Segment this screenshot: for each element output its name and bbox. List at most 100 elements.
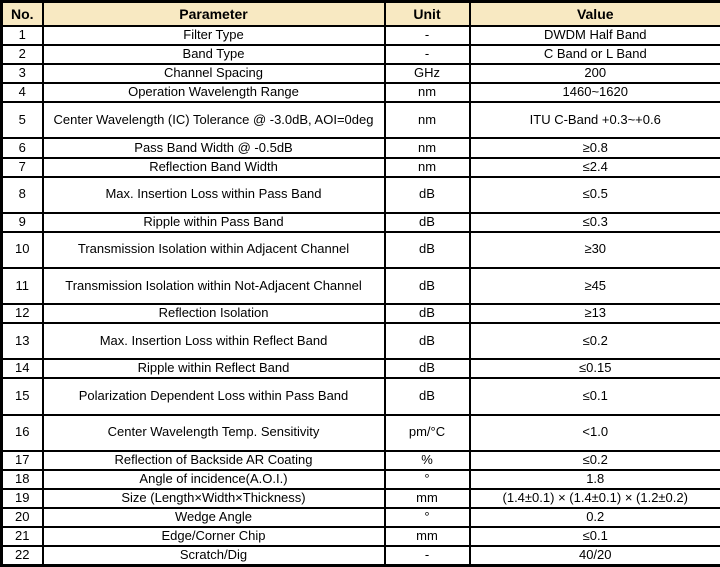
cell-unit: - — [383, 24, 471, 47]
cell-unit: ° — [383, 507, 471, 529]
cell-no: 22 — [0, 545, 44, 567]
cell-unit: dB — [383, 211, 471, 233]
cell-unit: dB — [383, 322, 471, 361]
cell-value: 0.2 — [468, 507, 720, 529]
cell-no: 2 — [0, 44, 44, 66]
table-row: 3 Channel Spacing GHz 200 — [0, 63, 720, 85]
cell-parameter: Transmission Isolation within Adjacent C… — [41, 230, 386, 270]
table-row: 12 Reflection Isolation dB ≥13 — [0, 303, 720, 325]
cell-value: C Band or L Band — [468, 44, 720, 66]
cell-unit: dB — [383, 175, 471, 214]
cell-parameter: Reflection Band Width — [41, 156, 386, 178]
cell-value: ≤0.1 — [468, 377, 720, 416]
cell-parameter: Angle of incidence(A.O.I.) — [41, 468, 386, 490]
cell-value: ITU C-Band +0.3~+0.6 — [468, 101, 720, 140]
cell-value: ≤0.1 — [468, 526, 720, 548]
cell-parameter: Transmission Isolation within Not-Adjace… — [41, 267, 386, 306]
table-row: 11 Transmission Isolation within Not-Adja… — [0, 267, 720, 306]
cell-parameter: Size (Length×Width×Thickness) — [41, 487, 386, 510]
cell-parameter: Pass Band Width @ -0.5dB — [41, 137, 386, 159]
cell-no: 20 — [0, 507, 44, 529]
table-row: 2 Band Type - C Band or L Band — [0, 44, 720, 66]
cell-unit: mm — [383, 487, 471, 510]
cell-value: ≤0.3 — [468, 211, 720, 233]
table-row: 8 Max. Insertion Loss within Pass Band dB ≤… — [0, 175, 720, 214]
cell-no: 15 — [0, 377, 44, 416]
cell-parameter: Center Wavelength Temp. Sensitivity — [41, 413, 386, 452]
cell-value: ≤0.5 — [468, 175, 720, 214]
cell-unit: dB — [383, 303, 471, 325]
cell-no: 5 — [0, 101, 44, 140]
cell-parameter: Scratch/Dig — [41, 545, 386, 567]
cell-value: 1.8 — [468, 468, 720, 490]
cell-parameter: Max. Insertion Loss within Reflect Band — [41, 322, 386, 361]
cell-value: DWDM Half Band — [468, 24, 720, 47]
cell-no: 9 — [0, 211, 44, 233]
cell-unit: - — [383, 545, 471, 567]
column-header-parameter: Parameter — [41, 0, 386, 27]
cell-value: ≤2.4 — [468, 156, 720, 178]
cell-no: 13 — [0, 322, 44, 361]
table-row: 5 Center Wavelength (IC) Tolerance @ -3.0… — [0, 101, 720, 140]
cell-unit: % — [383, 449, 471, 471]
cell-parameter: Operation Wavelength Range — [41, 82, 386, 104]
table-row: 17 Reflection of Backside AR Coating% ≤0.2 — [0, 449, 720, 471]
cell-parameter: Wedge Angle — [41, 507, 386, 529]
table-row: 19 Size (Length×Width×Thickness) mm (1.4±0.… — [0, 487, 720, 510]
cell-value: ≥0.8 — [468, 137, 720, 159]
cell-value: ≤0.2 — [468, 322, 720, 361]
cell-no: 18 — [0, 468, 44, 490]
table-row: 9 Ripple within Pass Band dB ≤0.3 — [0, 211, 720, 233]
cell-unit: nm — [383, 101, 471, 140]
cell-parameter: Channel Spacing — [41, 63, 386, 85]
cell-unit: dB — [383, 358, 471, 380]
table-row: 18 Angle of incidence(A.O.I.) ° 1.8 — [0, 468, 720, 490]
table-row: 20 Wedge Angle ° 0.2 — [0, 507, 720, 529]
table-row: 15 Polarization Dependent Loss within Pas… — [0, 377, 720, 416]
cell-no: 8 — [0, 175, 44, 214]
cell-parameter: Max. Insertion Loss within Pass Band — [41, 175, 386, 214]
table-row: 4 Operation Wavelength Range nm 1460~1620 — [0, 82, 720, 104]
column-header-no: No. — [0, 0, 44, 27]
cell-no: 4 — [0, 82, 44, 104]
cell-unit: dB — [383, 377, 471, 416]
cell-no: 12 — [0, 303, 44, 325]
cell-value: ≤0.15 — [468, 358, 720, 380]
cell-unit: ° — [383, 468, 471, 490]
cell-no: 10 — [0, 230, 44, 270]
cell-no: 3 — [0, 63, 44, 85]
cell-parameter: Band Type — [41, 44, 386, 66]
cell-value: ≥45 — [468, 267, 720, 306]
table-row: 21 Edge/Corner Chip mm ≤0.1 — [0, 526, 720, 548]
cell-value: ≥30 — [468, 230, 720, 270]
cell-unit: nm — [383, 137, 471, 159]
cell-unit: dB — [383, 230, 471, 270]
cell-unit: pm/°C — [383, 413, 471, 452]
table-row: 16 Center Wavelength Temp. Sensitivity pm/… — [0, 413, 720, 452]
cell-no: 11 — [0, 267, 44, 306]
table-row: 6 Pass Band Width @ -0.5dB nm ≥0.8 — [0, 137, 720, 159]
spec-table-body: 1 Filter Type - DWDM Half Band 2 Band Type - C … — [0, 24, 720, 567]
table-row: 1 Filter Type - DWDM Half Band — [0, 24, 720, 47]
cell-value: ≥13 — [468, 303, 720, 325]
cell-no: 6 — [0, 137, 44, 159]
cell-value: 200 — [468, 63, 720, 85]
column-header-value: Value — [468, 0, 720, 27]
cell-value: (1.4±0.1) × (1.4±0.1) × (1.2±0.2) — [468, 487, 720, 510]
cell-no: 19 — [0, 487, 44, 510]
cell-no: 17 — [0, 449, 44, 471]
cell-unit: - — [383, 44, 471, 66]
column-header-unit: Unit — [383, 0, 471, 27]
cell-value: 1460~1620 — [468, 82, 720, 104]
table-row: 22 Scratch/Dig -40/20 — [0, 545, 720, 567]
cell-unit: nm — [383, 156, 471, 178]
cell-unit: mm — [383, 526, 471, 548]
cell-no: 7 — [0, 156, 44, 178]
cell-parameter: Center Wavelength (IC) Tolerance @ -3.0d… — [41, 101, 386, 140]
table-row: 10 Transmission Isolation within Adjacent… — [0, 230, 720, 270]
cell-value: <1.0 — [468, 413, 720, 452]
table-row: 14 Ripple within Reflect Band dB ≤0.15 — [0, 358, 720, 380]
cell-no: 21 — [0, 526, 44, 548]
